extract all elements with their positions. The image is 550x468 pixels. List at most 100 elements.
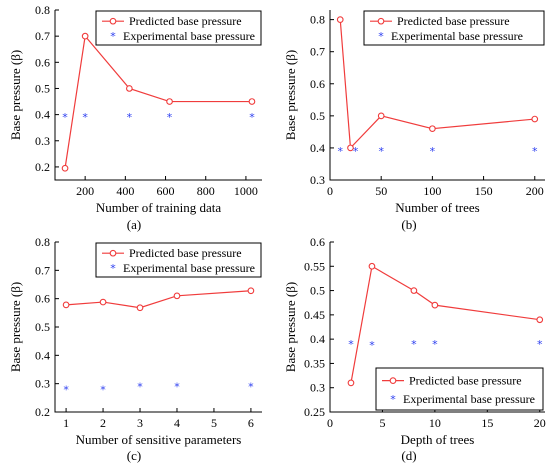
axes-frame (54, 10, 262, 181)
panel-label: (c) (127, 448, 141, 463)
y-tick-label: 0.2 (35, 160, 50, 174)
legend-experimental-label: Experimental base pressure (123, 261, 255, 275)
y-tick-label: 0.5 (310, 109, 325, 123)
panel-label: (b) (401, 217, 416, 232)
experimental-point: * (537, 338, 543, 351)
predicted-point (247, 287, 255, 295)
predicted-point (531, 115, 539, 123)
predicted-point (536, 316, 544, 324)
legend-predicted-swatch-marker (109, 249, 117, 257)
x-axis-title: Number of training data (96, 200, 221, 215)
legend-box (95, 10, 262, 46)
chart-panel-b: 0.3 0.4 0.5 0.6 0.7 0.8 0 50 100 150 200 Number of … (283, 10, 545, 232)
y-tick-label: 0.3 (310, 173, 325, 187)
legend-experimental-swatch: * (110, 262, 116, 275)
experimental-point: * (337, 145, 343, 158)
legend: Predicted base pressure * Experimental bas… (363, 10, 545, 46)
legend-experimental-swatch: * (110, 30, 116, 43)
y-axis-title: Base pressure (β) (283, 50, 298, 140)
x-tick-label: 800 (197, 184, 215, 198)
experimental-point: * (174, 381, 180, 394)
x-tick-label: 0 (327, 416, 333, 430)
experimental-point: * (248, 381, 254, 394)
experimental-point: * (369, 339, 375, 352)
predicted-point (410, 287, 418, 294)
legend-predicted-label: Predicted base pressure (129, 14, 242, 28)
experimental-point: * (62, 111, 68, 124)
predicted-point (377, 112, 385, 120)
x-tick-label: 3 (137, 416, 143, 430)
legend-predicted-label: Predicted base pressure (397, 14, 510, 28)
x-tick-label: 5 (379, 416, 385, 430)
experimental-point: * (127, 111, 133, 124)
x-tick-label: 15 (481, 416, 493, 430)
x-tick-label: 200 (526, 184, 544, 198)
predicted-point (368, 262, 376, 270)
legend-predicted-swatch-marker (109, 17, 117, 25)
legend-experimental-swatch: * (390, 393, 396, 406)
predicted-point (248, 98, 256, 105)
x-tick-label: 200 (76, 184, 94, 198)
experimental-point: * (100, 383, 106, 396)
y-tick-label: 0.3 (310, 381, 325, 395)
predicted-series-line (64, 34, 252, 169)
experimental-point: * (167, 111, 173, 124)
experimental-point: * (353, 145, 359, 158)
x-tick-label: 10 (429, 416, 441, 430)
y-axis-title: Base pressure (β) (283, 282, 298, 372)
predicted-point (166, 98, 173, 105)
predicted-point (347, 144, 354, 152)
y-tick-label: 0.4 (35, 108, 50, 122)
y-tick-label: 0.4 (310, 141, 325, 155)
experimental-point: * (411, 338, 417, 351)
y-tick-label: 0.6 (310, 235, 325, 249)
x-tick-label: 400 (116, 184, 134, 198)
x-tick-label: 50 (375, 184, 387, 198)
legend-box (363, 10, 545, 46)
legend-experimental-label: Experimental base pressure (123, 29, 255, 43)
y-tick-label: 0.4 (310, 332, 325, 346)
x-tick-label: 0 (327, 184, 333, 198)
experimental-point: * (432, 338, 438, 351)
y-tick-label: 0.7 (310, 45, 325, 59)
experimental-point: * (249, 111, 255, 124)
panel-label: (d) (401, 448, 416, 463)
y-tick-label: 0.5 (35, 320, 50, 334)
predicted-point (429, 125, 436, 133)
predicted-series-line (66, 290, 251, 309)
predicted-point (336, 16, 344, 23)
legend-predicted-label: Predicted base pressure (129, 246, 242, 260)
x-tick-label: 1 (63, 416, 69, 430)
y-tick-label: 0.8 (35, 3, 50, 17)
chart-panel-a: 0.2 0.3 0.4 0.5 0.6 0.7 0.8 200 400 600 800 1000 Num… (8, 3, 262, 232)
experimental-point: * (348, 338, 354, 351)
legend-predicted-swatch-marker (377, 17, 385, 25)
predicted-point (81, 32, 89, 40)
predicted-point (61, 164, 69, 172)
y-tick-label: 0.7 (35, 263, 50, 277)
experimental-point: * (430, 145, 436, 158)
chart-panel-d: 0.25 0.3 0.35 0.4 0.45 0.5 0.55 0.6 0 5 10 15 20 Dept… (283, 235, 546, 463)
legend: Predicted base pressure * Experimental bas… (95, 10, 262, 46)
x-tick-label: 1000 (234, 184, 258, 198)
x-axis-title: Number of sensitive parameters (76, 432, 242, 447)
y-tick-label: 0.4 (35, 348, 50, 362)
y-tick-label: 0.3 (35, 377, 50, 391)
x-tick-label: 5 (211, 416, 217, 430)
experimental-point: * (378, 145, 384, 158)
predicted-point (62, 301, 70, 309)
experimental-point: * (137, 381, 143, 394)
y-tick-label: 0.55 (304, 259, 325, 273)
x-axis-title: Depth of trees (401, 432, 475, 447)
y-tick-label: 0.45 (304, 308, 325, 322)
y-tick-label: 0.3 (35, 134, 50, 148)
experimental-point: * (82, 111, 88, 124)
chart-panel-c: 0.2 0.3 0.4 0.5 0.6 0.7 0.8 1 2 3 4 5 6 Number of sen… (8, 235, 262, 463)
experimental-point: * (63, 383, 69, 396)
x-axis-title: Number of trees (395, 200, 479, 215)
panel-label: (a) (127, 217, 141, 232)
y-tick-label: 0.5 (35, 81, 50, 95)
x-tick-label: 2 (100, 416, 106, 430)
y-tick-label: 0.7 (35, 29, 50, 43)
